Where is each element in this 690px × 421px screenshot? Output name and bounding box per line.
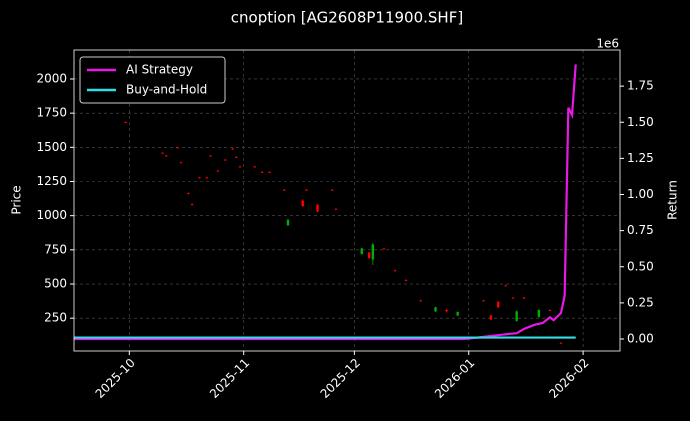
candle-body	[305, 189, 308, 191]
candle-body	[456, 312, 459, 316]
candle-body	[124, 122, 127, 124]
candle-body	[489, 315, 493, 320]
candle-body	[205, 177, 209, 179]
candle-body	[371, 244, 375, 260]
candle-body	[334, 208, 338, 210]
candle-body	[331, 189, 334, 191]
y2-tick-label: 0.50	[627, 259, 654, 273]
y-tick-label: 1250	[36, 174, 67, 188]
candle-body	[283, 189, 286, 191]
y-tick-label: 750	[44, 242, 67, 256]
candle-body	[497, 301, 500, 308]
x-tick-label: 2025-12	[318, 356, 363, 401]
candle-body	[260, 171, 264, 173]
x-tick-label: 2026-02	[546, 356, 591, 401]
y2-tick-label: 1.75	[627, 79, 654, 93]
candle-body	[393, 270, 397, 272]
candle-body	[360, 248, 363, 254]
y-tick-label: 1750	[36, 106, 67, 120]
candle-body	[268, 171, 271, 173]
candle-body	[504, 285, 507, 287]
candle-body	[161, 152, 164, 154]
candle-body	[253, 166, 256, 168]
candle-body	[190, 204, 194, 206]
y2-tick-label: 1.00	[627, 187, 654, 201]
candle-body	[511, 297, 515, 299]
candle-body	[179, 162, 183, 164]
candle-body	[316, 204, 319, 212]
candle-body	[419, 300, 422, 302]
y2-tick-label: 0.25	[627, 295, 654, 309]
y-tick-label: 2000	[36, 71, 67, 85]
candle-body	[301, 200, 304, 207]
y2-tick-label: 1.50	[627, 115, 654, 129]
candle-body	[187, 193, 190, 195]
candle-body	[482, 300, 485, 302]
y2-tick-label: 0.75	[627, 223, 654, 237]
candle-body	[165, 155, 168, 157]
candle-body	[216, 170, 220, 172]
y-tick-label: 1500	[36, 140, 67, 154]
candle-body	[559, 342, 563, 344]
candle-body	[404, 279, 408, 281]
legend-label: AI Strategy	[126, 63, 193, 77]
candle-body	[522, 297, 526, 299]
candle-body	[176, 147, 179, 149]
candle-body	[434, 307, 437, 312]
candle-body	[382, 248, 386, 250]
x-tick-label: 2025-10	[93, 356, 138, 401]
y2-tick-label: 1.25	[627, 151, 654, 165]
legend-box	[79, 56, 226, 104]
chart-title: cnoption [AG2608P11900.SHF]	[231, 9, 463, 27]
y-tick-label: 1000	[36, 208, 67, 222]
candle-body	[445, 309, 448, 312]
candle-body	[515, 311, 518, 321]
legend-label: Buy-and-Hold	[126, 83, 207, 97]
candle-body	[537, 309, 541, 317]
candle-body	[548, 309, 552, 311]
plot-frame	[73, 49, 621, 352]
y-tick-label: 250	[44, 311, 67, 325]
y-axis-label: Price	[10, 185, 24, 214]
legend: AI Strategy Buy-and-Hold	[79, 56, 226, 104]
candle-body	[238, 166, 242, 168]
candle-body	[286, 219, 290, 226]
y-tick-label: 500	[44, 277, 67, 291]
candle-body	[224, 159, 227, 161]
x-tick-label: 2025-11	[207, 356, 252, 401]
candle-body	[231, 148, 234, 150]
x-tick-label: 2026-01	[432, 356, 477, 401]
y2-axis-label: Return	[666, 180, 680, 220]
candle-body	[235, 156, 238, 158]
candle-body	[367, 252, 371, 259]
line-series	[74, 64, 577, 341]
candle-body	[209, 155, 212, 157]
offset-label: 1e6	[596, 37, 619, 51]
y2-tick-label: 0.00	[627, 332, 654, 346]
candle-body	[198, 177, 201, 179]
